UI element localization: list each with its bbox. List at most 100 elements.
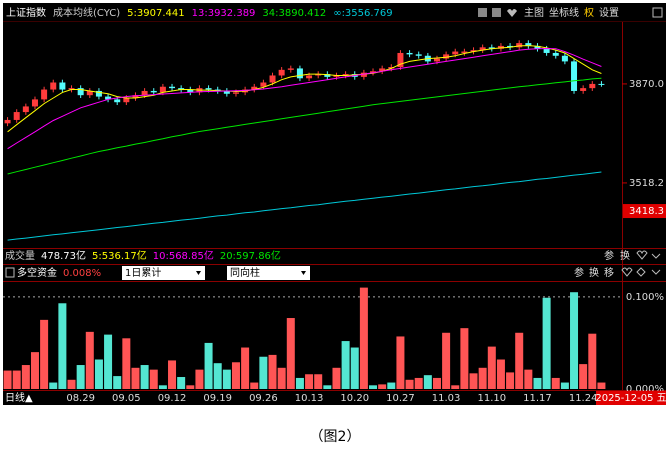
candle-body <box>269 75 276 83</box>
candle-body <box>123 97 130 103</box>
bar <box>286 318 295 389</box>
candle-body <box>497 45 504 49</box>
bar <box>524 369 533 389</box>
indicator-value: 0.008% <box>63 268 101 279</box>
y-tick-label: 0.100% <box>626 292 664 303</box>
volume-value: 5:536.17亿 <box>92 249 147 262</box>
candle-body <box>315 74 322 76</box>
icon[interactable] <box>621 267 633 277</box>
candle-body <box>187 89 194 93</box>
toolbar-button[interactable]: 主图 <box>524 7 544 19</box>
bar <box>140 365 149 389</box>
x-tick-label: 10.13 <box>295 393 324 404</box>
candle-body <box>452 51 459 55</box>
candle-body <box>342 74 349 76</box>
candle-body <box>141 90 148 96</box>
ma-line <box>7 47 602 150</box>
legend-entry: 13:3932.389 <box>192 8 256 19</box>
candle-body <box>114 99 121 103</box>
candle-body <box>205 88 212 90</box>
candle-body <box>561 55 568 62</box>
candle-body <box>278 69 285 76</box>
row-button[interactable]: 参 <box>604 249 614 262</box>
bar <box>423 375 432 389</box>
x-tick-label: 11.10 <box>477 393 506 404</box>
icon[interactable] <box>652 7 663 18</box>
candle-body <box>470 50 477 52</box>
icon[interactable] <box>507 9 517 17</box>
bar <box>551 377 560 389</box>
bar <box>250 382 259 389</box>
candle-body <box>223 90 230 94</box>
icon[interactable] <box>478 8 487 17</box>
toolbar-button[interactable]: 权 <box>584 6 594 19</box>
x-tick-label: 11.24 <box>569 393 598 404</box>
bar <box>241 347 250 389</box>
candle-body <box>333 75 340 77</box>
row-button[interactable]: 移 <box>604 266 614 279</box>
price-marker-box <box>623 204 666 219</box>
chart-title: 上证指数 <box>6 6 46 19</box>
x-tick-label: 10.27 <box>386 393 415 404</box>
ma-line <box>7 171 602 241</box>
candle-body <box>406 52 413 55</box>
icon[interactable] <box>651 269 661 275</box>
dropdown[interactable] <box>122 266 205 280</box>
candle-body <box>86 90 93 96</box>
bar <box>369 385 378 389</box>
bar <box>58 303 67 389</box>
candle-body <box>488 47 495 49</box>
bar <box>222 369 231 389</box>
candle-body <box>397 52 404 68</box>
bar <box>533 377 542 389</box>
bar <box>341 341 350 389</box>
period-label: 日线▲ <box>5 391 33 404</box>
candle-body <box>232 92 239 94</box>
candle-body <box>178 88 185 90</box>
icon[interactable] <box>636 250 648 260</box>
bar <box>359 287 368 389</box>
candle-body <box>370 71 377 73</box>
candle-body <box>461 51 468 53</box>
dropdown-arrow <box>196 271 201 275</box>
candle-body <box>95 90 102 97</box>
bar <box>149 369 158 389</box>
dropdown[interactable] <box>227 266 310 280</box>
toolbar-button[interactable]: 设置 <box>599 7 619 19</box>
bar <box>323 385 332 389</box>
x-tick-label: 08.29 <box>66 393 95 404</box>
candle-body <box>571 61 578 91</box>
toolbar-button[interactable]: 坐标线 <box>549 6 579 19</box>
bar <box>332 367 341 389</box>
x-tick-label: 11.17 <box>523 393 552 404</box>
candle-body <box>534 45 541 49</box>
bar <box>213 363 222 389</box>
y-tick-label: 3518.2 <box>629 178 664 189</box>
candle-body <box>543 48 550 53</box>
candle-body <box>306 75 313 79</box>
bar <box>49 382 58 389</box>
row-button[interactable]: 换 <box>620 249 630 262</box>
bar <box>414 377 423 389</box>
bar <box>195 369 204 389</box>
bar <box>12 370 21 389</box>
row-button[interactable]: 换 <box>589 266 599 279</box>
bar <box>560 382 569 389</box>
y-tick-label: 0.000% <box>626 384 664 395</box>
bar <box>177 377 186 389</box>
candle-body <box>31 99 38 107</box>
icon <box>5 267 15 278</box>
icon[interactable] <box>492 8 501 17</box>
icon[interactable] <box>651 253 661 259</box>
bar <box>579 364 588 389</box>
x-tick-label: 10.20 <box>340 393 369 404</box>
candle-body <box>433 58 440 62</box>
icon[interactable] <box>636 267 646 277</box>
row-button[interactable]: 参 <box>574 266 584 279</box>
candle-body <box>507 45 514 48</box>
bar <box>277 367 286 389</box>
volume-label: 成交量 <box>5 249 35 262</box>
date-box <box>596 391 666 405</box>
bar <box>478 367 487 389</box>
